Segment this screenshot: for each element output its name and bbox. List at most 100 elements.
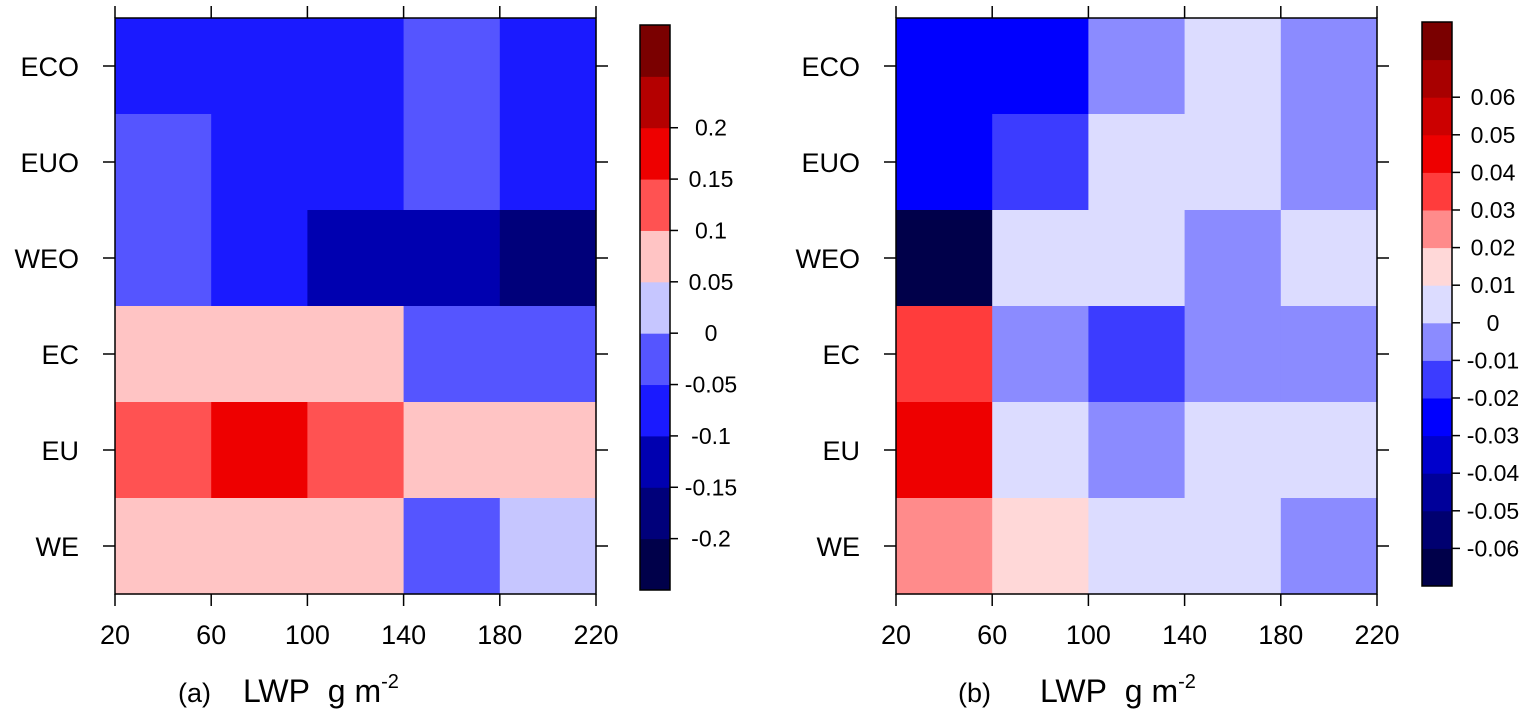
colorbar-bin — [1422, 435, 1452, 474]
colorbar-label: 0.15 — [689, 166, 734, 192]
colorbar-bin — [640, 25, 670, 77]
colorbar-label: -0.05 — [1467, 498, 1519, 524]
heatmap-cell — [115, 498, 212, 595]
y-tick-label: EC — [41, 340, 79, 370]
heatmap-cell — [115, 18, 212, 115]
colorbar-label: -0.03 — [1467, 423, 1519, 449]
colorbar-label: 0 — [1487, 310, 1500, 336]
x-axis-title-exponent: -2 — [381, 671, 399, 693]
heatmap-cell — [896, 18, 993, 115]
colorbar-label: -0.05 — [685, 372, 737, 398]
plot-frame — [895, 17, 1378, 595]
heatmap-cell — [1280, 210, 1378, 307]
colorbar-bin — [640, 487, 670, 540]
colorbar-frame — [639, 24, 671, 591]
heatmap-panel-1: 20 60 100 140 180 220 ECO EUO WEO EC EU WE -0.2 -0.15… — [15, 6, 737, 709]
heatmap-cell — [992, 306, 1089, 403]
x-tick-label: 140 — [1162, 620, 1207, 650]
panel-label: (b) — [958, 678, 991, 708]
x-tick-label: 60 — [977, 620, 1007, 650]
heatmap-cell — [403, 402, 501, 499]
y-tick-label: WE — [36, 532, 80, 562]
heatmap-cell — [1184, 18, 1282, 115]
x-axis-title: LWP g m-2 — [1040, 671, 1196, 709]
heatmap-cell — [1088, 210, 1186, 307]
x-tick-label: 60 — [196, 620, 226, 650]
y-tick-label: EU — [41, 436, 79, 466]
colorbar-bin — [1422, 322, 1452, 361]
x-tick-label: 180 — [477, 620, 522, 650]
colorbar-bin — [1422, 548, 1452, 587]
heatmap-cell — [211, 306, 308, 403]
heatmap-cell — [896, 498, 993, 595]
heatmap-cell — [1184, 114, 1282, 211]
heatmap-cell — [992, 402, 1089, 499]
heatmap-cell — [307, 498, 405, 595]
heatmap-cell — [1184, 306, 1282, 403]
colorbar-label: 0.05 — [689, 269, 734, 295]
heatmap-cell — [211, 18, 308, 115]
heatmap-cell — [992, 498, 1089, 595]
x-tick-label: 220 — [573, 620, 618, 650]
heatmap-cell — [307, 210, 405, 307]
colorbar-bin — [1422, 97, 1452, 136]
colorbar-bin — [1422, 247, 1452, 286]
heatmap-cell — [1280, 402, 1378, 499]
colorbar-frame — [1421, 21, 1453, 587]
colorbar-label: 0.03 — [1471, 197, 1516, 223]
colorbar-bin — [1422, 22, 1452, 61]
heatmap-cell — [1088, 498, 1186, 595]
heatmap-cell — [403, 306, 501, 403]
y-tick-label: WEO — [796, 244, 861, 274]
heatmap-cell — [403, 498, 501, 595]
colorbar-label: -0.04 — [1467, 460, 1520, 486]
colorbar-bin — [640, 384, 670, 437]
y-tick-label: ECO — [801, 52, 860, 82]
heatmap-cell — [992, 210, 1089, 307]
colorbar-bin — [1422, 210, 1452, 249]
heatmap-cell — [499, 402, 597, 499]
colorbar-label: 0.02 — [1471, 235, 1516, 261]
colorbar-label: -0.2 — [691, 526, 731, 552]
plot-frame — [114, 17, 597, 595]
colorbar-bin — [640, 76, 670, 129]
heatmap-cell — [1184, 402, 1282, 499]
colorbar-label: 0.1 — [695, 217, 727, 243]
y-tick-label: EUO — [20, 148, 79, 178]
colorbar-label: 0.05 — [1471, 122, 1516, 148]
colorbar-label: -0.15 — [685, 474, 737, 500]
colorbar-bin — [1422, 398, 1452, 437]
x-axis-title-text: LWP g m — [243, 673, 381, 709]
heatmap-cell — [1088, 18, 1186, 115]
heatmap-cell — [211, 498, 308, 595]
colorbar-label: 0.2 — [695, 115, 727, 141]
heatmap-cell — [1088, 306, 1186, 403]
heatmap-cell — [992, 18, 1089, 115]
heatmap-cell — [307, 18, 405, 115]
heatmap-cell — [896, 306, 993, 403]
heatmap-cell — [1184, 210, 1282, 307]
panel-label: (a) — [178, 678, 211, 708]
heatmap-cell — [115, 114, 212, 211]
x-tick-label: 100 — [1066, 620, 1111, 650]
x-tick-label: 140 — [381, 620, 426, 650]
heatmap-cell — [1280, 306, 1378, 403]
colorbar-bin — [640, 179, 670, 231]
heatmap-cell — [115, 210, 212, 307]
y-tick-label: EUO — [801, 148, 860, 178]
heatmap-cell — [307, 402, 405, 499]
heatmap-cell — [499, 498, 597, 595]
heatmap-cell — [1184, 498, 1282, 595]
heatmap-cell — [1280, 498, 1378, 595]
colorbar-bin — [1422, 285, 1452, 324]
colorbar-bin — [640, 127, 670, 180]
y-tick-label: EU — [822, 436, 860, 466]
heatmap-cell — [499, 210, 597, 307]
heatmap-cell — [896, 114, 993, 211]
colorbar-label: 0 — [705, 320, 718, 346]
colorbar-label: -0.1 — [691, 423, 731, 449]
heatmap-cell — [1280, 18, 1378, 115]
colorbar-label: 0.01 — [1471, 272, 1516, 298]
colorbar-label: -0.06 — [1467, 535, 1519, 561]
x-axis-title-text: LWP g m — [1040, 673, 1178, 709]
